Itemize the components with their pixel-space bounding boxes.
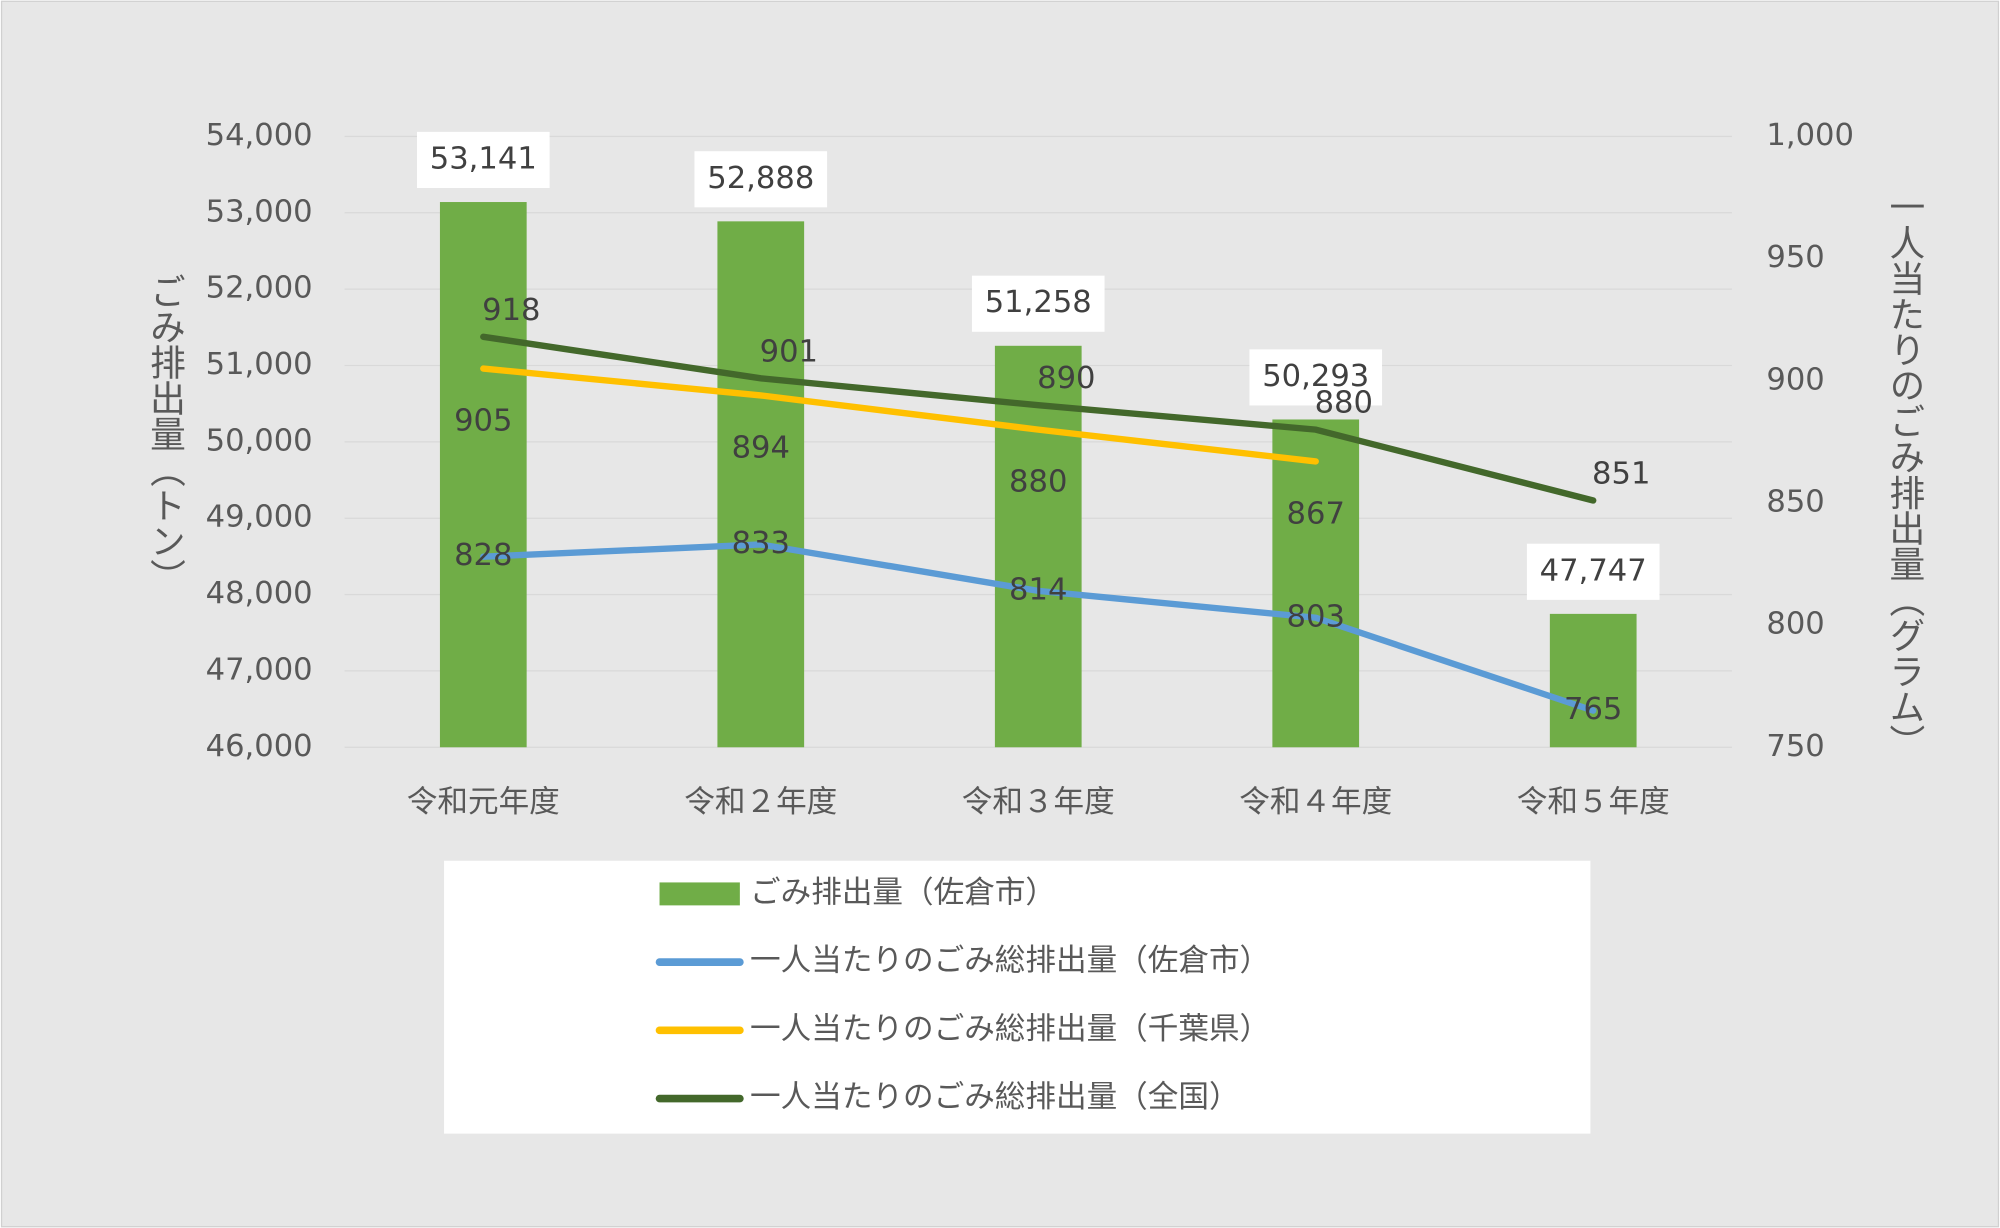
x-tick-label: 令和４年度 (1239, 785, 1392, 820)
x-tick-label: 令和３年度 (962, 785, 1115, 820)
y2-tick-label: 850 (1766, 484, 1824, 519)
y-tick-label: 50,000 (206, 423, 313, 458)
data-label-box (694, 151, 828, 208)
y2-tick-label: 750 (1766, 729, 1824, 764)
x-tick-label: 令和元年度 (407, 785, 560, 820)
y2-tick-label: 950 (1766, 240, 1824, 275)
data-label: 51,258 (985, 285, 1092, 320)
legend-box (444, 860, 1591, 1134)
data-label-box (1526, 543, 1660, 600)
y-tick-label: 47,000 (206, 652, 313, 687)
x-tick-label: 令和５年度 (1517, 785, 1670, 820)
y-axis-title: ごみ排出量（トン） (144, 273, 185, 594)
data-label: 890 (1037, 361, 1095, 396)
y-tick-label: 52,000 (206, 271, 313, 306)
legend-label: 一人当たりのごみ総排出量（千葉県） (750, 1012, 1270, 1047)
y-tick-label: 46,000 (206, 729, 313, 764)
data-label: 50,293 (1262, 359, 1369, 394)
bar (994, 345, 1082, 748)
bar (1549, 613, 1637, 748)
data-label: 814 (1009, 572, 1067, 607)
y-tick-label: 48,000 (206, 576, 313, 611)
data-label: 851 (1592, 456, 1650, 491)
y-tick-label: 53,000 (206, 194, 313, 229)
y2-tick-label: 800 (1766, 607, 1824, 642)
data-label-box (971, 275, 1105, 332)
data-label: 803 (1287, 599, 1345, 634)
y2-tick-label: 900 (1766, 362, 1824, 397)
bar (1272, 419, 1360, 748)
y2-tick-label: 1,000 (1766, 118, 1854, 153)
data-label: 880 (1009, 465, 1067, 500)
data-label: 828 (454, 538, 512, 573)
legend-swatch (659, 882, 740, 906)
data-label: 52,888 (707, 161, 814, 196)
data-label: 53,141 (430, 141, 537, 176)
bar (717, 221, 805, 748)
data-label: 47,747 (1540, 553, 1647, 588)
y-tick-label: 49,000 (206, 500, 313, 535)
data-label: 880 (1315, 386, 1373, 421)
data-label: 918 (482, 293, 540, 328)
bar (439, 202, 527, 748)
y-tick-label: 54,000 (206, 118, 313, 153)
y-tick-label: 51,000 (206, 347, 313, 382)
data-label: 905 (454, 404, 512, 439)
y2-axis-title: 一人当たりのごみ排出量（グラム） (1884, 189, 1925, 760)
line (480, 541, 1597, 714)
line (480, 365, 1319, 465)
data-label: 833 (732, 526, 790, 561)
legend-label: 一人当たりのごみ総排出量（全国） (750, 1080, 1239, 1115)
data-label-box (416, 131, 550, 189)
data-label: 765 (1564, 692, 1622, 727)
legend-label: 一人当たりのごみ総排出量（佐倉市） (750, 944, 1270, 979)
line (480, 333, 1597, 504)
data-label: 894 (732, 430, 790, 465)
legend-label: ごみ排出量（佐倉市） (750, 875, 1056, 910)
data-label-box (1249, 349, 1383, 406)
data-label: 901 (760, 334, 818, 369)
data-label: 867 (1287, 496, 1345, 531)
x-tick-label: 令和２年度 (684, 785, 837, 820)
